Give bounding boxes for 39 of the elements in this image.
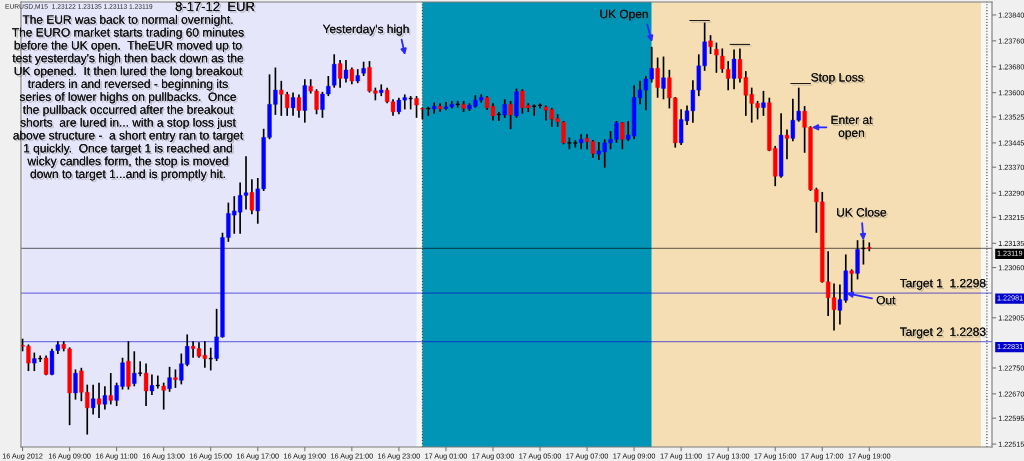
annotation: Out bbox=[876, 295, 897, 307]
candlestick bbox=[761, 90, 766, 116]
annotation: ___ bbox=[689, 19, 712, 23]
candlestick bbox=[867, 242, 872, 252]
candlestick bbox=[437, 103, 443, 112]
annotation: ___ bbox=[729, 43, 752, 47]
candlestick bbox=[73, 369, 78, 400]
annotation: Target 2 1.2283 bbox=[899, 327, 988, 340]
annotation: UK Open bbox=[600, 9, 650, 23]
candlestick bbox=[579, 134, 584, 150]
candlestick bbox=[290, 92, 296, 116]
candlestick bbox=[620, 121, 625, 150]
candlestick bbox=[731, 49, 737, 90]
annotation: ___Stop Loss bbox=[790, 73, 866, 86]
text: The EUR was back to normal overnight. The EURO market starts trading 60 minutes before the UK open. TheEUR moved up to test yesterday's high then back down as the UK opened. It then lured the long breakout traders in and reversed - beginning its series of lower highs on pullbacks. Once the pullback occurred after the breakout shorts are lured in... with a stop loss just above structure - a short entry ran to target 1 quickly. Once target 1 is reached and wicky candles form, the stop is moved down to target 1...and is promptly hit. bbox=[12, 15, 244, 181]
annotation: UK Close bbox=[837, 207, 888, 219]
candlestick bbox=[137, 361, 143, 377]
candlestick bbox=[90, 384, 96, 415]
annotation: Enter at open bbox=[831, 115, 874, 142]
candlestick bbox=[332, 54, 337, 88]
candlestick bbox=[96, 382, 102, 419]
candlestick bbox=[108, 372, 113, 405]
candlestick bbox=[102, 386, 108, 410]
candlestick bbox=[784, 129, 790, 160]
candlestick bbox=[337, 60, 343, 88]
chart-title: 8-17-12 EUR bbox=[175, 1, 256, 13]
candlestick bbox=[655, 57, 660, 98]
candlestick bbox=[855, 240, 860, 280]
candlestick bbox=[296, 94, 302, 118]
candlestick bbox=[379, 84, 384, 97]
annotation: Target 1 1.2298 bbox=[899, 278, 988, 292]
candlestick bbox=[249, 179, 255, 215]
candlestick bbox=[508, 100, 513, 130]
candlestick bbox=[343, 60, 349, 83]
candlestick bbox=[849, 269, 854, 295]
candlestick bbox=[572, 140, 578, 148]
annotation: Yesterday's high bbox=[322, 24, 411, 38]
candlestick bbox=[661, 56, 666, 100]
candlestick bbox=[167, 366, 172, 392]
